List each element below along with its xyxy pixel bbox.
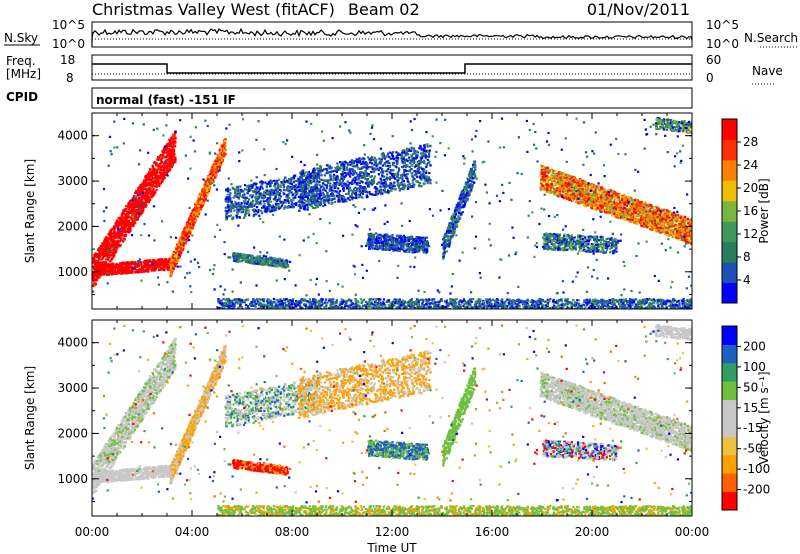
xtick-label: 20:00 bbox=[575, 525, 610, 539]
colorbar-swatch bbox=[722, 436, 737, 456]
colorbar-swatch bbox=[722, 454, 737, 474]
nsky-tick-top: 10^5 bbox=[52, 18, 85, 32]
velocity-colorbar-label: Velocity [m s⁻¹] bbox=[757, 371, 771, 464]
freq-panel: Freq. [MHz] 18 8 60 0 Nave bbox=[6, 53, 783, 85]
colorbar-tick-label: 16 bbox=[743, 204, 758, 218]
colorbar-tick-label: 4 bbox=[743, 273, 751, 287]
colorbar-swatch bbox=[722, 473, 737, 493]
xtick-label: 00:00 bbox=[75, 525, 110, 539]
nsky-label: N.Sky bbox=[4, 31, 38, 45]
xtick-label: 16:00 bbox=[475, 525, 510, 539]
colorbar-swatch bbox=[722, 326, 737, 345]
nave-label: Nave bbox=[752, 64, 783, 78]
colorbar-swatch bbox=[722, 418, 737, 437]
xtick-label: 12:00 bbox=[375, 525, 410, 539]
colorbar-tick-label: 20 bbox=[743, 181, 758, 195]
colorbar-swatch bbox=[722, 200, 737, 222]
colorbar-tick-label: 15 bbox=[743, 401, 758, 415]
freq-tick-bottom: 8 bbox=[66, 71, 74, 85]
power-data-layer bbox=[92, 117, 692, 309]
cpid-text: normal (fast) -151 IF bbox=[96, 93, 236, 107]
ytick-label: 1000 bbox=[57, 472, 88, 486]
xtick-label: 00:00 bbox=[675, 525, 710, 539]
station-title: Christmas Valley West (fitACF) bbox=[92, 0, 335, 19]
nsearch-label: N.Search bbox=[744, 31, 798, 45]
freq-tick-top: 18 bbox=[60, 53, 75, 67]
colorbar-swatch bbox=[722, 159, 737, 181]
nave-tick-bottom: 0 bbox=[706, 71, 714, 85]
date-label: 01/Nov/2011 bbox=[587, 0, 690, 19]
colorbar-tick-label: 8 bbox=[743, 250, 751, 264]
xtick-label: 08:00 bbox=[275, 525, 310, 539]
colorbar-swatch bbox=[722, 241, 737, 263]
nsearch-tick-top: 10^5 bbox=[706, 18, 739, 32]
colorbar-tick-label: -50 bbox=[743, 442, 763, 456]
colorbar-swatch bbox=[722, 491, 737, 511]
colorbar-swatch bbox=[722, 381, 737, 401]
colorbar-swatch bbox=[722, 344, 737, 364]
freq-trace bbox=[92, 63, 692, 74]
velocity-data-layer bbox=[92, 324, 692, 516]
ytick-label: 4000 bbox=[57, 129, 88, 143]
freq-unit-label: [MHz] bbox=[6, 67, 41, 81]
colorbar-swatch bbox=[722, 282, 737, 304]
nave-tick-top: 60 bbox=[706, 53, 721, 67]
colorbar-tick-label: 12 bbox=[743, 227, 758, 241]
nsky-trace bbox=[91, 27, 693, 47]
cpid-label: CPID bbox=[6, 90, 38, 104]
colorbar-swatch bbox=[722, 221, 737, 243]
cpid-panel bbox=[91, 87, 693, 109]
colorbar-swatch bbox=[722, 399, 737, 419]
ytick-label: 2000 bbox=[57, 426, 88, 440]
ytick-label: 1000 bbox=[57, 265, 88, 279]
colorbar-tick-label: -100 bbox=[743, 462, 770, 476]
velocity-panel: 1000 2000 3000 4000 Slant Range [km] 200 100… bbox=[23, 319, 771, 517]
colorbar-tick-label: 50 bbox=[743, 380, 758, 394]
colorbar-tick-label: -15 bbox=[743, 421, 763, 435]
colorbar-tick-label: 200 bbox=[743, 339, 766, 353]
xaxis-label: Time UT bbox=[366, 541, 417, 554]
colorbar-swatch bbox=[722, 262, 737, 284]
xtick-label: 04:00 bbox=[175, 525, 210, 539]
nsky-panel: N.Sky 10^5 10^0 10^5 10^0 N.Search bbox=[4, 18, 798, 51]
time-axis: 00:00 04:00 08:00 12:00 16:00 20:00 00:00 bbox=[75, 113, 710, 539]
velocity-ylabel: Slant Range [km] bbox=[23, 366, 37, 470]
ytick-label: 4000 bbox=[57, 336, 88, 350]
freq-label: Freq. bbox=[6, 54, 36, 68]
power-colorbar-label: Power [dB] bbox=[757, 178, 771, 243]
colorbar-swatch bbox=[722, 362, 737, 382]
ytick-label: 2000 bbox=[57, 219, 88, 233]
colorbar-tick-label: 28 bbox=[743, 135, 758, 149]
colorbar-swatch bbox=[722, 139, 737, 161]
colorbar-tick-label: 24 bbox=[743, 158, 758, 172]
beam-label: Beam 02 bbox=[348, 0, 420, 19]
colorbar-swatch bbox=[722, 180, 737, 202]
nsky-tick-bottom: 10^0 bbox=[52, 37, 85, 51]
ytick-label: 3000 bbox=[57, 381, 88, 395]
power-panel: 1000 2000 3000 4000 Slant Range [km] 28 24 20… bbox=[23, 112, 771, 310]
colorbar-tick-label: 100 bbox=[743, 360, 766, 374]
power-ylabel: Slant Range [km] bbox=[23, 159, 37, 263]
ytick-label: 3000 bbox=[57, 174, 88, 188]
colorbar-tick-label: -200 bbox=[743, 483, 770, 497]
colorbar-swatch bbox=[722, 119, 737, 140]
nsearch-tick-bottom: 10^0 bbox=[706, 37, 739, 51]
